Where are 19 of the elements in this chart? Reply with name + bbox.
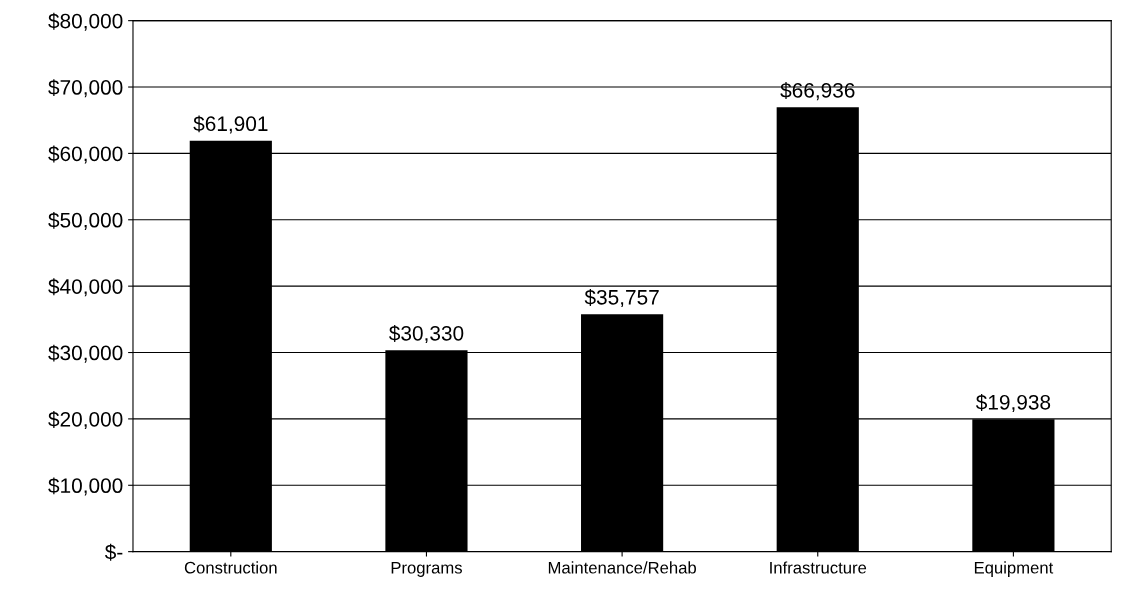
y-tick-label: $40,000 <box>48 278 123 297</box>
data-label: $61,901 <box>193 115 268 134</box>
y-tick-label: $50,000 <box>48 211 123 230</box>
x-tick-label: Programs <box>391 561 462 577</box>
x-tick-label: Maintenance/Rehab <box>548 561 696 574</box>
x-tick-label: Infrastructure <box>770 561 867 574</box>
data-label: $30,330 <box>389 325 464 344</box>
data-label: $66,936 <box>780 82 855 101</box>
y-tick-label: $10,000 <box>48 477 123 496</box>
y-tick-label: $30,000 <box>48 344 123 363</box>
y-tick-label: $20,000 <box>48 411 123 430</box>
y-tick-label: $60,000 <box>48 145 123 164</box>
x-tick-label: Equipment <box>974 561 1054 577</box>
data-label: $35,757 <box>584 289 659 308</box>
x-tick-label: Construction <box>184 561 277 574</box>
y-tick-label: $80,000 <box>48 12 123 31</box>
data-label: $19,938 <box>975 394 1051 413</box>
y-tick-label: $70,000 <box>48 79 123 98</box>
y-tick-label: $- <box>104 543 123 561</box>
